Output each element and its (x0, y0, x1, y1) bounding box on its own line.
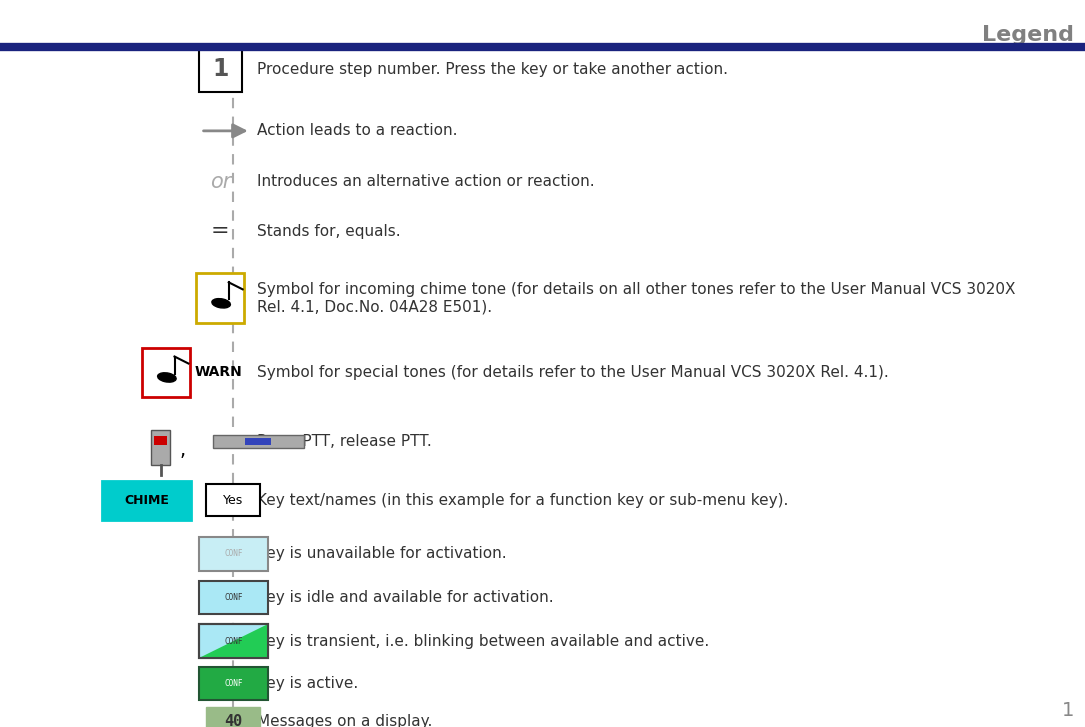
FancyBboxPatch shape (102, 481, 191, 520)
FancyBboxPatch shape (151, 430, 170, 465)
FancyBboxPatch shape (142, 348, 190, 397)
Text: or: or (209, 172, 231, 192)
Text: CONF: CONF (224, 550, 243, 558)
Text: Key is transient, i.e. blinking between available and active.: Key is transient, i.e. blinking between … (257, 634, 710, 648)
Text: Symbol for incoming chime tone (for details on all other tones refer to the User: Symbol for incoming chime tone (for deta… (257, 282, 1016, 314)
Text: CONF: CONF (224, 679, 243, 688)
Text: WARN: WARN (194, 365, 242, 379)
FancyBboxPatch shape (154, 436, 167, 445)
FancyBboxPatch shape (213, 435, 304, 448)
FancyBboxPatch shape (199, 667, 268, 700)
Text: Key is idle and available for activation.: Key is idle and available for activation… (257, 590, 553, 605)
FancyBboxPatch shape (199, 581, 268, 614)
Text: CONF: CONF (224, 637, 243, 646)
Text: ,: , (179, 441, 186, 459)
Text: Messages on a display.: Messages on a display. (257, 714, 433, 727)
Text: Press PTT, release PTT.: Press PTT, release PTT. (257, 434, 432, 449)
Polygon shape (199, 624, 268, 658)
FancyBboxPatch shape (245, 438, 271, 445)
Text: CHIME: CHIME (124, 494, 169, 507)
Text: Key is unavailable for activation.: Key is unavailable for activation. (257, 547, 507, 561)
Text: Legend: Legend (982, 25, 1074, 46)
Text: CONF: CONF (224, 593, 243, 602)
Text: Stands for, equals.: Stands for, equals. (257, 224, 400, 238)
Text: Action leads to a reaction.: Action leads to a reaction. (257, 124, 458, 138)
Text: 1: 1 (1062, 701, 1074, 720)
FancyBboxPatch shape (196, 273, 244, 323)
Text: 40: 40 (225, 714, 242, 727)
Ellipse shape (212, 299, 230, 308)
Text: Introduces an alternative action or reaction.: Introduces an alternative action or reac… (257, 174, 595, 189)
Text: 1: 1 (212, 57, 229, 81)
FancyBboxPatch shape (206, 484, 260, 516)
Text: Key text/names (in this example for a function key or sub-menu key).: Key text/names (in this example for a fu… (257, 493, 789, 507)
FancyBboxPatch shape (199, 537, 268, 571)
Text: Symbol for special tones (for details refer to the User Manual VCS 3020X Rel. 4.: Symbol for special tones (for details re… (257, 365, 889, 379)
Text: Yes: Yes (224, 494, 243, 507)
Ellipse shape (157, 373, 176, 382)
Text: Key is active.: Key is active. (257, 676, 358, 691)
Text: =: = (210, 221, 230, 241)
FancyBboxPatch shape (206, 707, 260, 727)
FancyBboxPatch shape (199, 624, 268, 658)
FancyBboxPatch shape (199, 47, 242, 92)
Text: Procedure step number. Press the key or take another action.: Procedure step number. Press the key or … (257, 62, 728, 76)
